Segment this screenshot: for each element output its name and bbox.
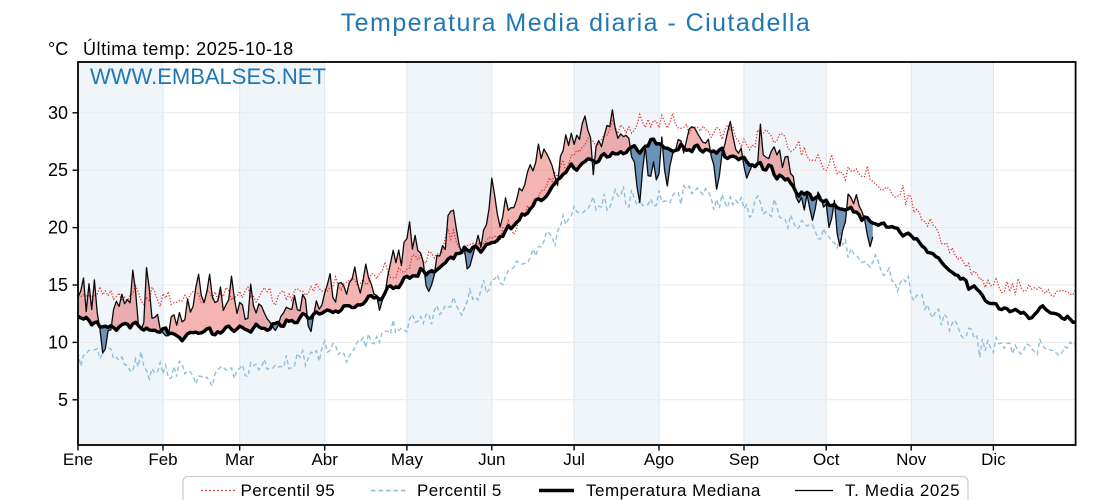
svg-text:Temperatura Mediana: Temperatura Mediana <box>586 481 761 500</box>
svg-text:30: 30 <box>48 103 68 123</box>
svg-text:May: May <box>391 450 424 469</box>
svg-text:Percentil 5: Percentil 5 <box>417 481 502 500</box>
svg-text:Jul: Jul <box>563 450 585 469</box>
svg-text:Ago: Ago <box>644 450 674 469</box>
svg-text:°C: °C <box>48 39 68 59</box>
svg-text:Dic: Dic <box>981 450 1006 469</box>
svg-text:WWW.EMBALSES.NET: WWW.EMBALSES.NET <box>90 64 326 89</box>
svg-text:Ene: Ene <box>63 450 93 469</box>
svg-text:10: 10 <box>48 332 68 352</box>
svg-text:25: 25 <box>48 160 68 180</box>
svg-text:T. Media 2025: T. Media 2025 <box>845 481 960 500</box>
svg-text:Nov: Nov <box>896 450 927 469</box>
svg-text:Última temp: 2025-10-18: Última temp: 2025-10-18 <box>83 38 294 59</box>
svg-text:5: 5 <box>58 390 68 410</box>
svg-text:Temperatura Media diaria - Ciu: Temperatura Media diaria - Ciutadella <box>341 9 812 37</box>
svg-text:20: 20 <box>48 218 68 238</box>
svg-text:15: 15 <box>48 275 68 295</box>
svg-text:Jun: Jun <box>478 450 505 469</box>
svg-text:Feb: Feb <box>148 450 177 469</box>
svg-text:Mar: Mar <box>225 450 255 469</box>
svg-text:Sep: Sep <box>729 450 759 469</box>
svg-text:Abr: Abr <box>311 450 338 469</box>
svg-text:Oct: Oct <box>813 450 840 469</box>
svg-text:Percentil 95: Percentil 95 <box>241 481 336 500</box>
